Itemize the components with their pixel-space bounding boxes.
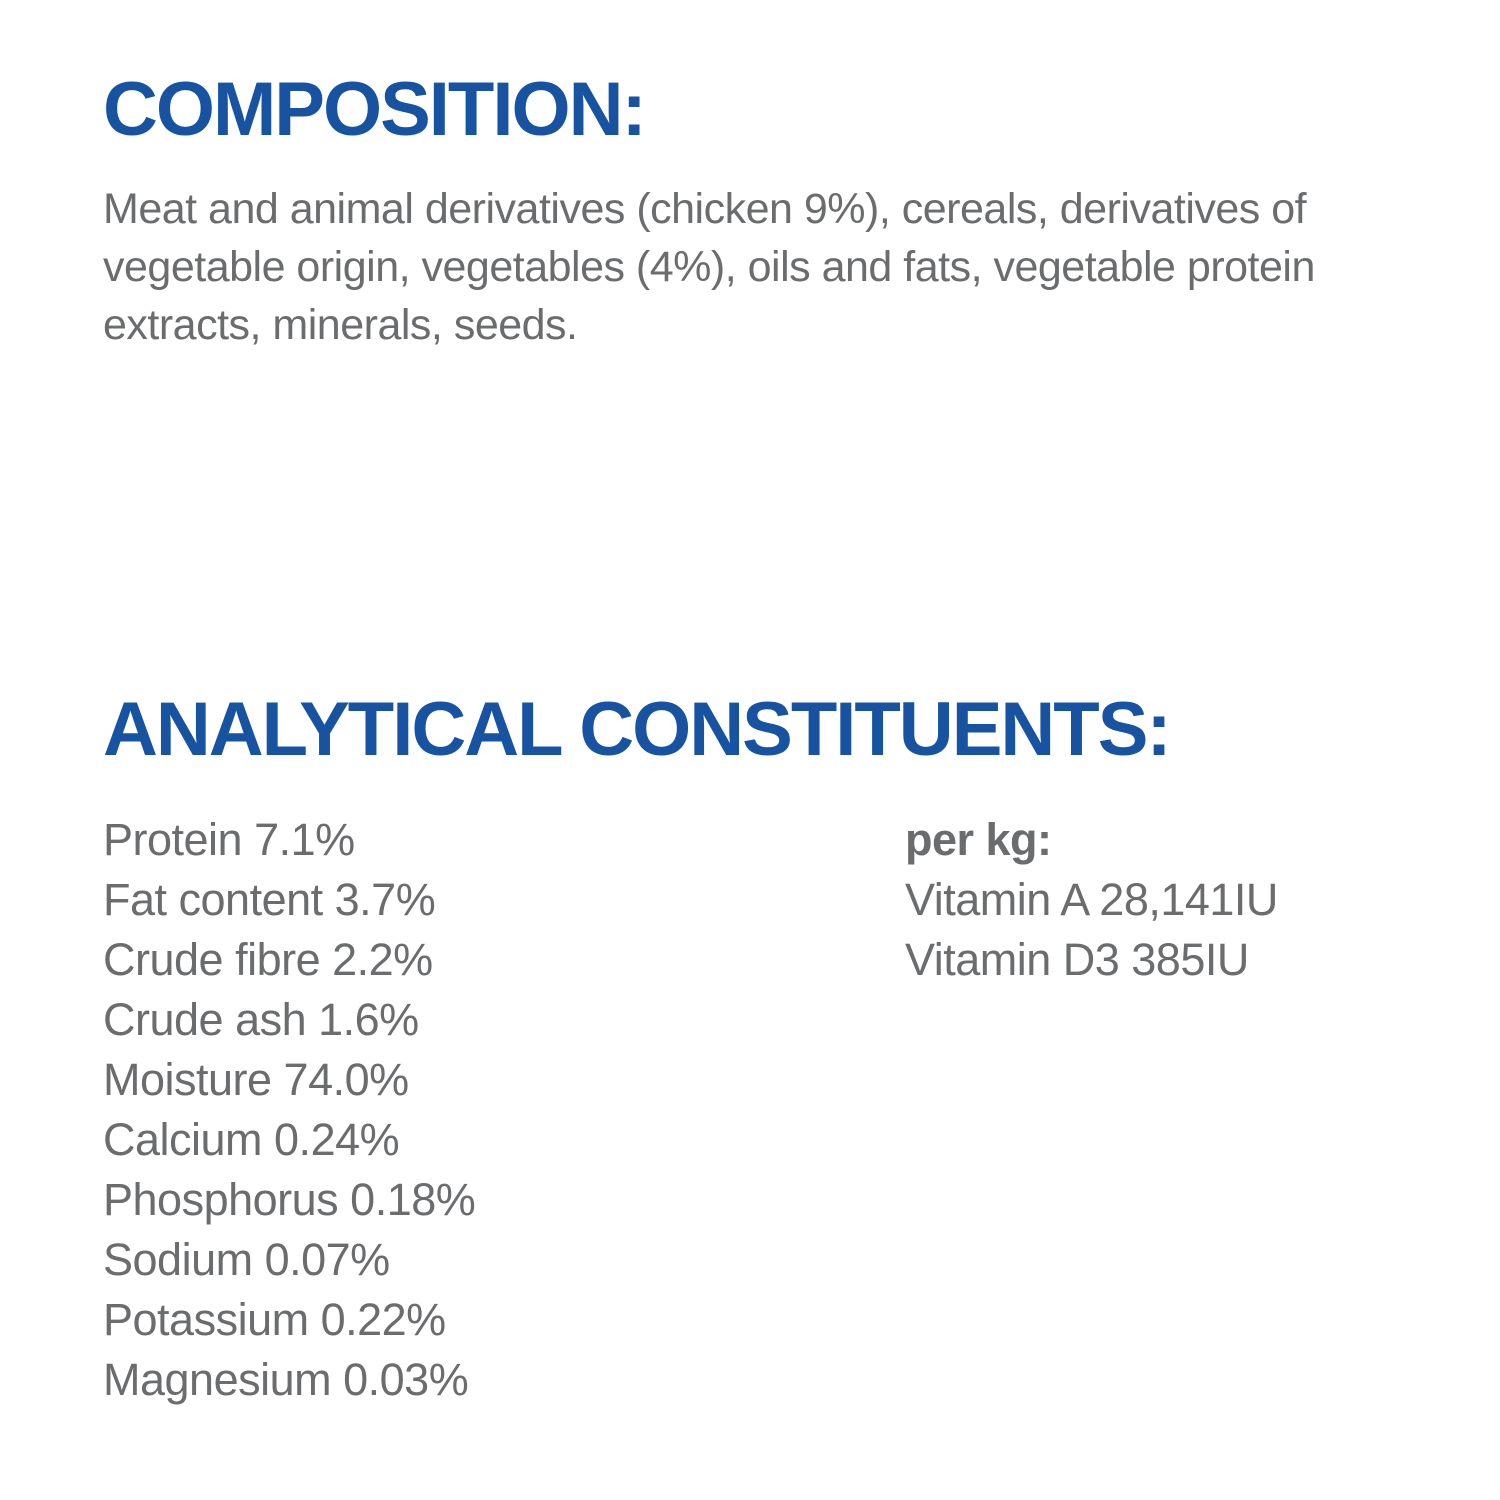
- vitamin-item: Vitamin D3 385IU: [905, 934, 1249, 985]
- nutrient-item: Crude fibre 2.2%: [103, 934, 433, 985]
- nutrient-item: Sodium 0.07%: [103, 1234, 390, 1285]
- nutrient-item: Protein 7.1%: [103, 814, 355, 865]
- composition-heading: COMPOSITION:: [103, 67, 647, 152]
- analytical-constituents-heading: ANALYTICAL CONSTITUENTS:: [103, 687, 1172, 772]
- nutrient-item: Potassium 0.22%: [103, 1294, 446, 1345]
- nutrient-item: Fat content 3.7%: [103, 874, 436, 925]
- nutrient-item: Moisture 74.0%: [103, 1054, 409, 1105]
- nutrient-item: Calcium 0.24%: [103, 1114, 400, 1165]
- nutrient-list: Protein 7.1% Fat content 3.7% Crude fibre …: [103, 810, 476, 1410]
- composition-body: Meat and animal derivatives (chicken 9%)…: [103, 185, 1315, 349]
- nutrient-item: Phosphorus 0.18%: [103, 1174, 476, 1225]
- vitamin-list: Vitamin A 28,141IU Vitamin D3 385IU: [905, 870, 1278, 990]
- nutrient-item: Crude ash 1.6%: [103, 994, 419, 1045]
- vitamin-item: Vitamin A 28,141IU: [905, 874, 1278, 925]
- nutrient-item: Magnesium 0.03%: [103, 1354, 469, 1405]
- per-kg-column: per kg: Vitamin A 28,141IU Vitamin D3 385…: [905, 810, 1278, 990]
- per-kg-label: per kg:: [905, 814, 1052, 865]
